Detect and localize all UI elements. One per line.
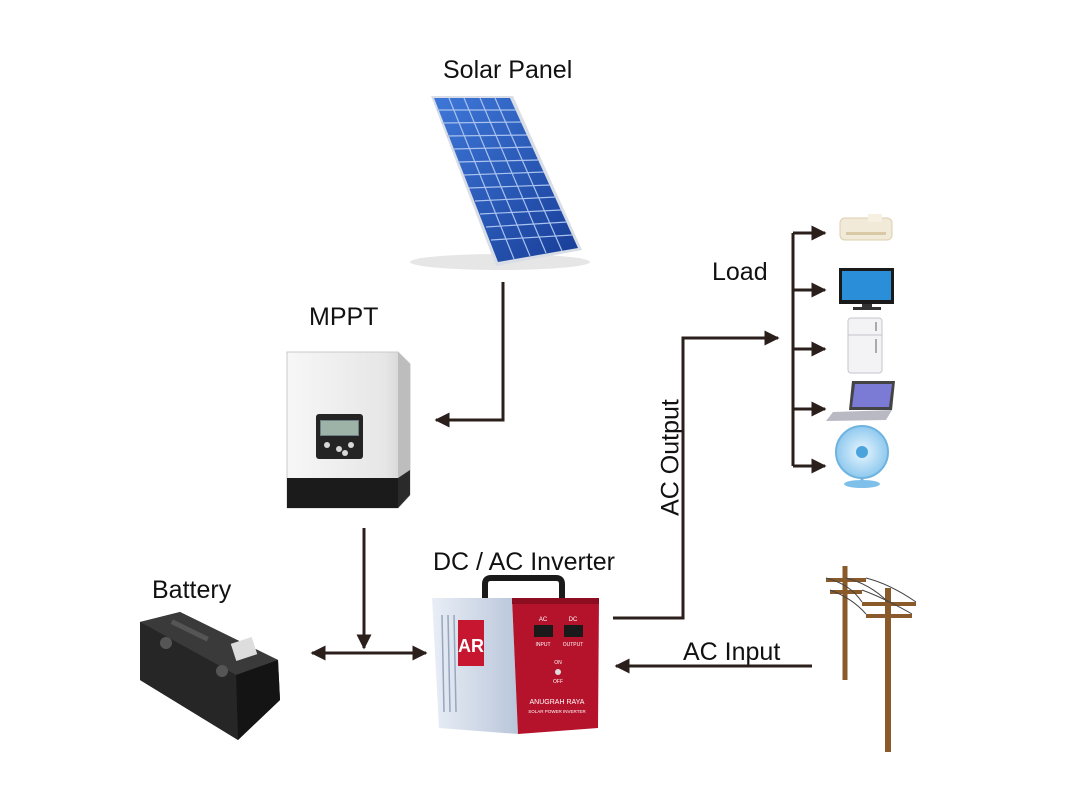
mppt-label: MPPT xyxy=(309,303,379,331)
inverter-icon xyxy=(432,575,599,734)
inverter-input-text: INPUT xyxy=(536,642,551,648)
inverter-dc-text: DC xyxy=(569,617,578,623)
air-conditioner-icon xyxy=(839,214,893,241)
inverter-on-text: ON xyxy=(554,660,562,666)
inverter-off-text: OFF xyxy=(553,679,563,685)
tv-icon xyxy=(839,268,894,310)
solar-panel-label: Solar Panel xyxy=(443,56,573,84)
laptop-icon xyxy=(826,381,895,421)
panel-to-mppt-arrow xyxy=(434,282,505,428)
battery-label: Battery xyxy=(152,576,232,604)
fan-icon xyxy=(835,425,889,488)
fridge-icon xyxy=(847,317,883,374)
battery-icon xyxy=(140,612,280,740)
solar-panel-icon xyxy=(410,96,590,270)
inverter-brand-name: ANUGRAH RAYA xyxy=(530,699,585,706)
ac-input-label: AC Input xyxy=(683,638,781,666)
load-label: Load xyxy=(712,258,768,286)
inverter-ac-text: AC xyxy=(539,617,548,623)
connector-lines xyxy=(310,225,827,674)
power-pole-icon xyxy=(825,566,917,752)
mppt-controller-icon xyxy=(286,351,411,509)
inverter-label: DC / AC Inverter xyxy=(433,548,615,576)
inverter-logo: AR xyxy=(458,636,484,656)
inverter-brand-sub: SOLAR POWER INVERTER xyxy=(528,709,586,714)
inverter-output-text: OUTPUT xyxy=(563,642,584,648)
ac-output-arrow xyxy=(613,330,780,620)
inverter-panel-text: AR AC DC INPUT OUTPUT ON OFF ANUGRAH RAY… xyxy=(458,617,586,714)
